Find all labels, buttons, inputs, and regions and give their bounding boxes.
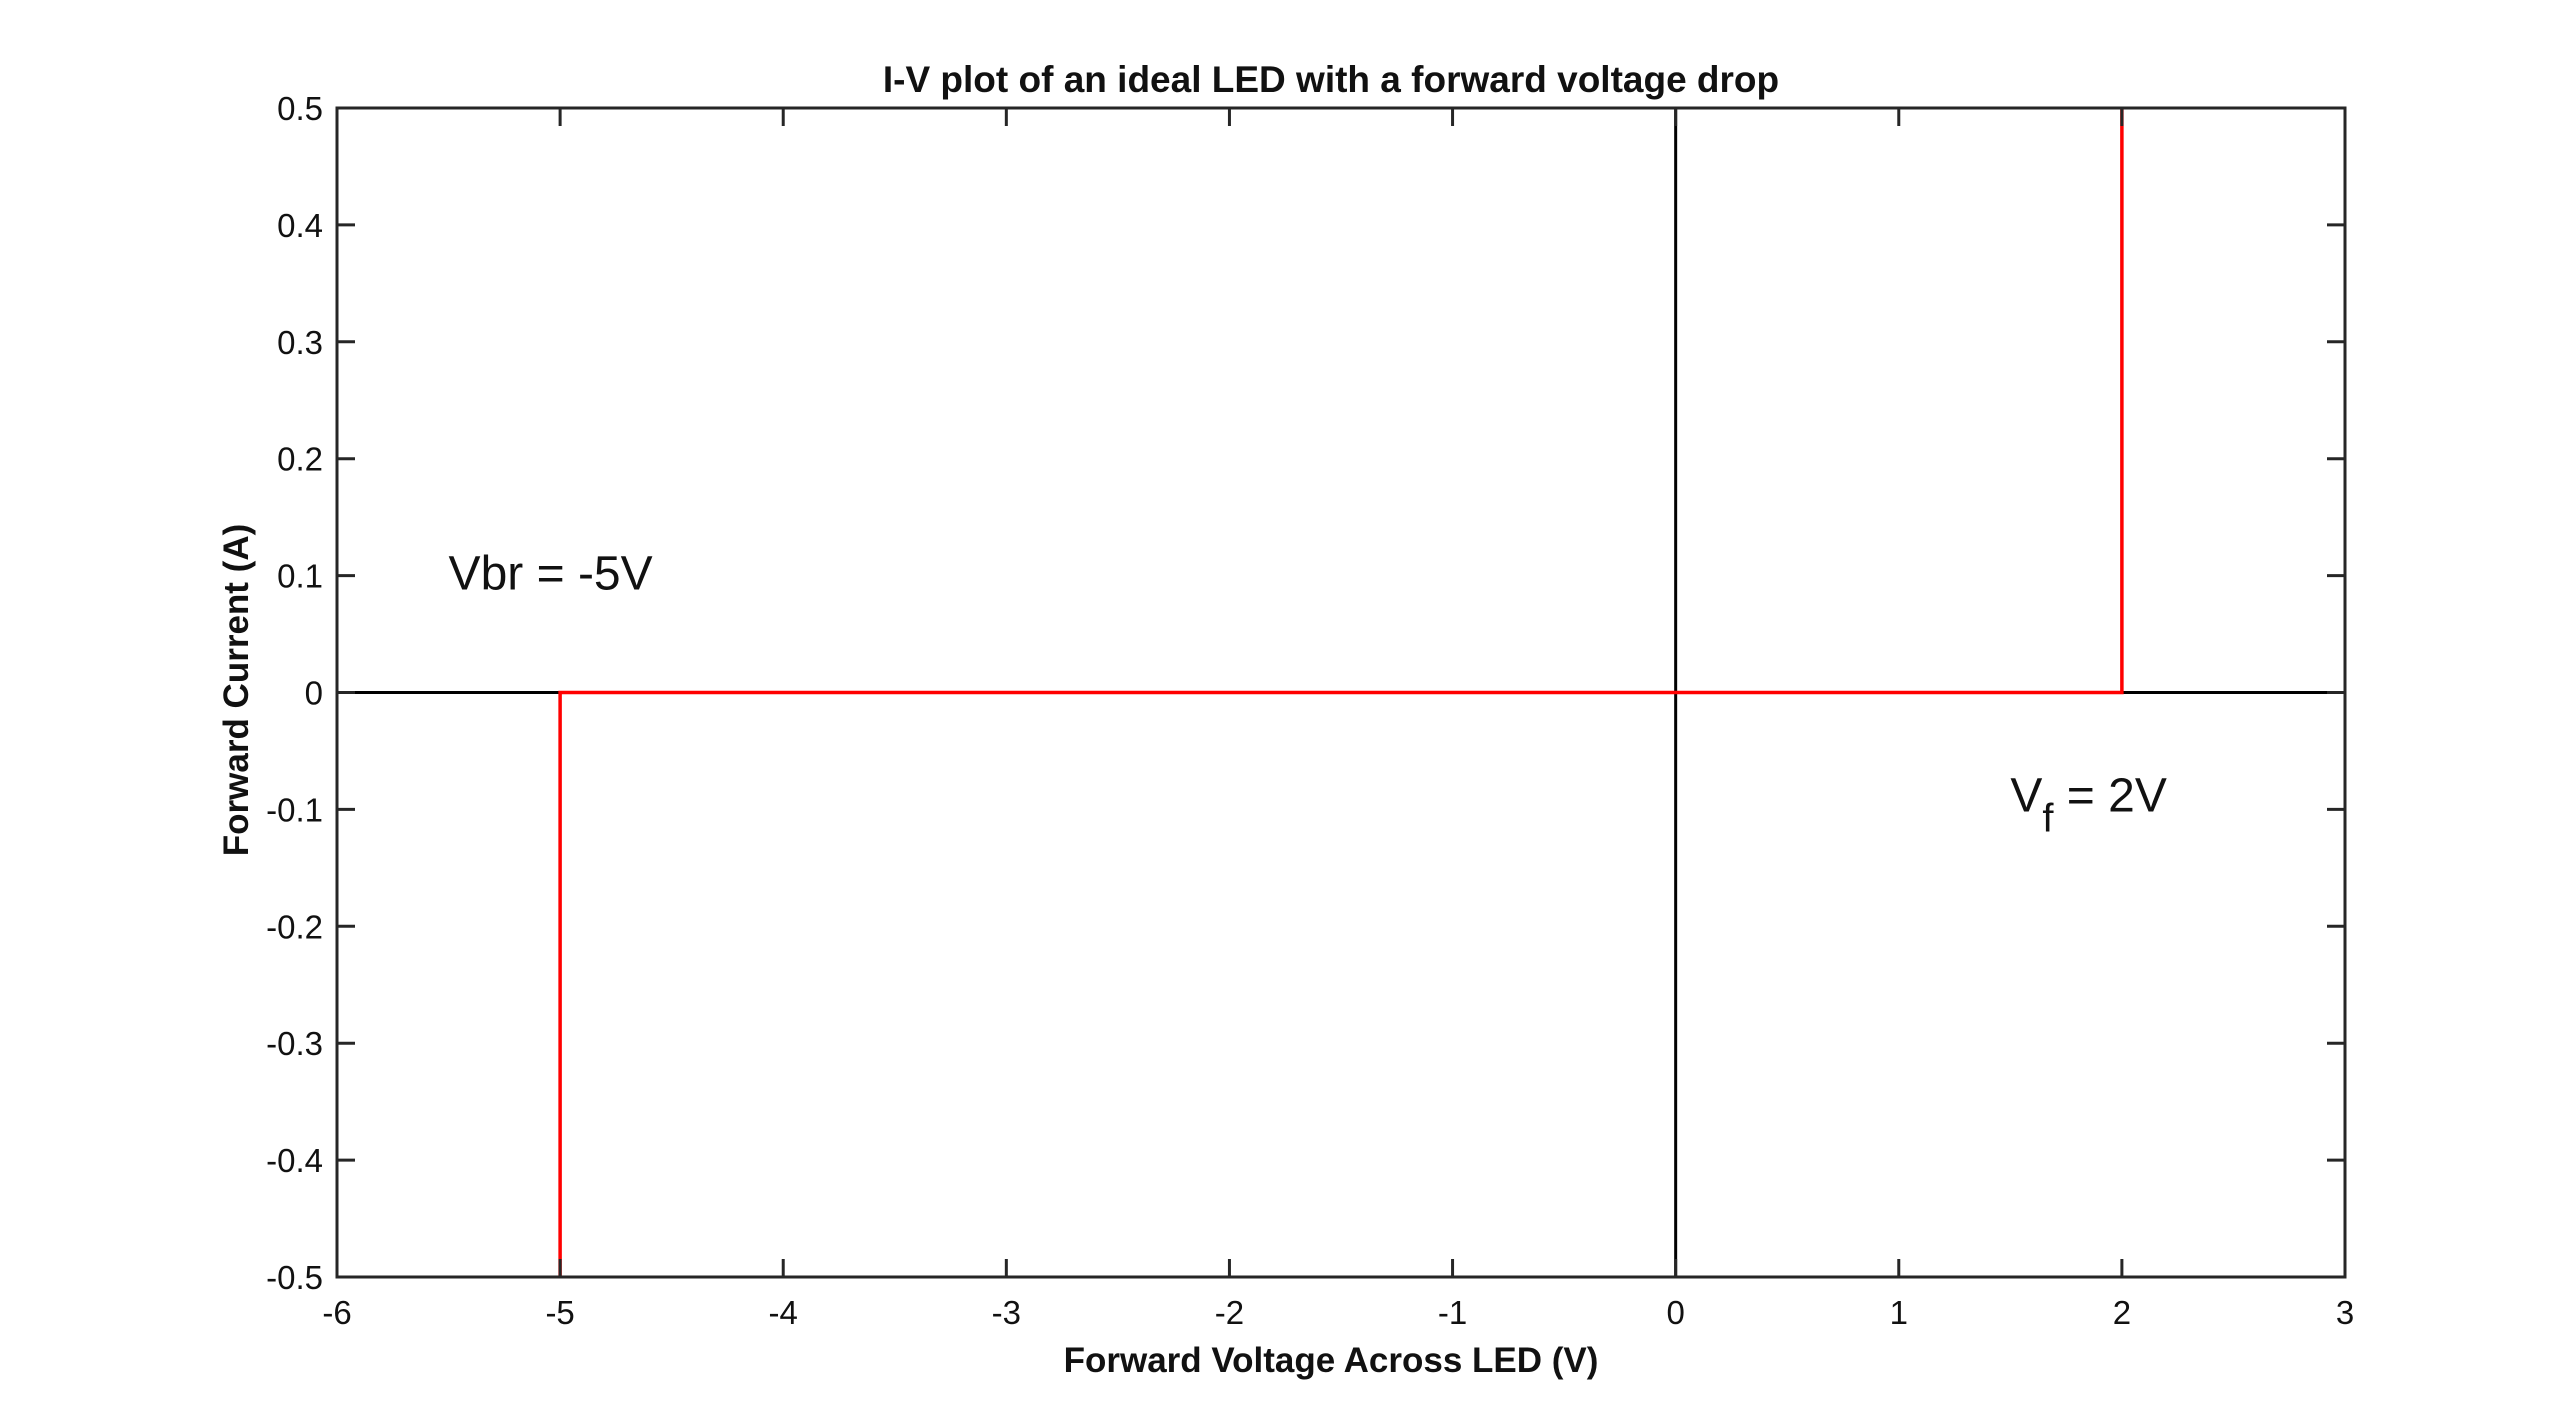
x-tick-label: -3 xyxy=(992,1294,1021,1331)
series-layer xyxy=(558,108,2124,1277)
x-tick-label: -1 xyxy=(1438,1294,1467,1331)
x-tick-label: -5 xyxy=(545,1294,574,1331)
series-line-1 xyxy=(558,108,2124,1277)
annotation-label: Vbr = -5V xyxy=(449,548,653,601)
y-tick-label: 0.2 xyxy=(277,441,323,478)
y-axis: -0.5 -0.4 -0.3 -0.2 -0.1 0 0.1 0.2 0.3 0.4 0.5 xyxy=(266,90,2345,1296)
y-tick-label: -0.1 xyxy=(266,791,323,828)
x-tick-label: -4 xyxy=(769,1294,798,1331)
y-tick-label: -0.5 xyxy=(266,1259,323,1296)
x-tick-label: -6 xyxy=(322,1294,351,1331)
x-axis-label: Forward Voltage Across LED (V) xyxy=(1064,1341,1599,1380)
y-tick-label: -0.2 xyxy=(266,908,323,945)
y-tick-label: -0.3 xyxy=(266,1025,323,1062)
y-tick-label: 0.4 xyxy=(277,207,323,244)
x-tick-label: 3 xyxy=(2336,1294,2354,1331)
x-tick-label: 1 xyxy=(1890,1294,1908,1331)
y-tick-label: 0.3 xyxy=(277,324,323,361)
x-tick-label: 0 xyxy=(1666,1294,1684,1331)
y-tick-label: 0.5 xyxy=(277,90,323,127)
annotations: Vbr = -5V Vf = 2V xyxy=(449,548,2167,841)
annotation-label: Vf = 2V xyxy=(2010,770,2167,841)
y-tick-label: 0.1 xyxy=(277,558,323,595)
chart-title: I-V plot of an ideal LED with a forward … xyxy=(883,59,1779,100)
y-tick-label: -0.4 xyxy=(266,1142,323,1179)
x-tick-label: -2 xyxy=(1215,1294,1244,1331)
x-tick-label: 2 xyxy=(2113,1294,2131,1331)
y-tick-label: 0 xyxy=(305,675,323,712)
y-axis-label: Forward Current (A) xyxy=(217,524,256,857)
x-axis: -6 -5 -4 -3 -2 -1 0 1 2 3 xyxy=(322,108,2354,1331)
